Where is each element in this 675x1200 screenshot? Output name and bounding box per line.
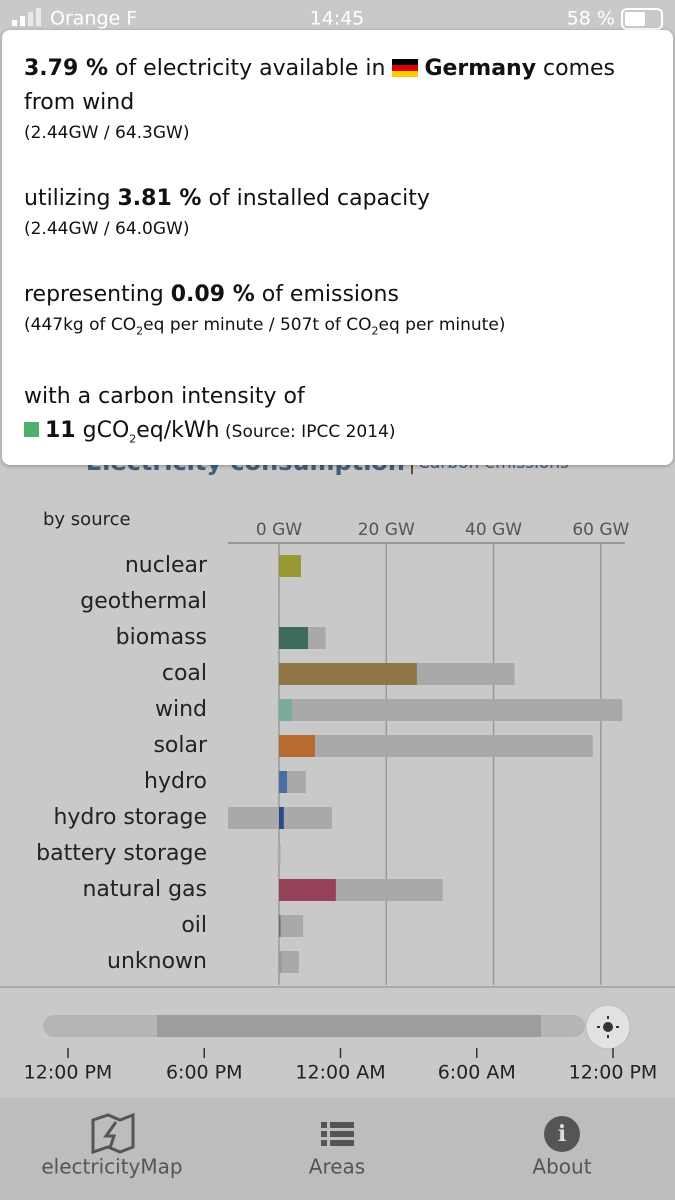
bar — [278, 555, 301, 577]
util-detail: (2.44GW / 64.0GW) — [24, 219, 190, 239]
bar — [278, 915, 281, 937]
emis-text: of emissions — [254, 282, 399, 307]
bar — [278, 663, 417, 685]
bar — [278, 951, 282, 973]
category-label: battery storage — [36, 841, 207, 866]
emis-detail-part: eq per minute / 507t of CO — [143, 315, 372, 335]
tab-label[interactable]: electricityMap — [41, 1155, 182, 1179]
category-label: wind — [155, 697, 207, 722]
intensity-text: with a carbon intensity of — [24, 384, 305, 410]
category-label: biomass — [116, 625, 207, 650]
timeline-label: 12:00 PM — [569, 1062, 658, 1084]
x-tick-label: 40 GW — [465, 520, 522, 540]
emis-detail-part: (447kg of CO — [24, 315, 137, 335]
sun-rays — [597, 1016, 619, 1038]
zone-name: Germany — [424, 56, 537, 81]
timeline-label: 12:00 AM — [295, 1062, 385, 1084]
bar — [278, 699, 623, 721]
list-icon[interactable] — [321, 1122, 354, 1146]
subscript: 2 — [129, 432, 137, 446]
category-label: oil — [181, 913, 207, 938]
category-label: solar — [153, 733, 208, 758]
x-tick-label: 60 GW — [572, 520, 629, 540]
battery-fill — [625, 12, 645, 26]
category-label: hydro — [144, 769, 207, 794]
intensity-source: (Source: IPCC 2014) — [219, 422, 396, 443]
timeline-label: 6:00 PM — [166, 1062, 243, 1084]
bar — [278, 735, 315, 757]
emis-start: representing — [24, 282, 171, 307]
chart-title: by source — [43, 509, 131, 530]
timeline-range — [157, 1015, 541, 1037]
info-icon[interactable] — [544, 1116, 580, 1152]
category-label: geothermal — [80, 589, 207, 614]
category-label: nuclear — [125, 553, 208, 578]
share-detail: (2.44GW / 64.3GW) — [24, 123, 190, 143]
share-value: 3.79 % — [24, 56, 108, 81]
category-label: hydro storage — [53, 805, 207, 830]
bar — [278, 735, 593, 757]
tooltip: 3.79 % of electricity available in Germa… — [2, 30, 673, 465]
info-glyph: i — [558, 1121, 566, 1147]
signal-icon — [12, 8, 41, 26]
util-value: 3.81 % — [117, 186, 202, 211]
category-label: coal — [162, 661, 207, 686]
flag — [392, 59, 419, 77]
bar — [278, 699, 293, 721]
bar — [278, 627, 308, 649]
bar — [228, 807, 279, 829]
x-tick-label: 20 GW — [358, 520, 415, 540]
intensity-unit: eq/kWh — [136, 418, 220, 444]
emis-value: 0.09 % — [170, 282, 255, 307]
bar — [278, 771, 288, 793]
x-tick-label: 0 GW — [256, 520, 302, 540]
timeline-label: 6:00 AM — [438, 1062, 516, 1084]
tab-label[interactable]: About — [532, 1155, 591, 1179]
timeline-label: 12:00 PM — [24, 1062, 113, 1084]
clock: 14:45 — [310, 8, 365, 30]
bar — [278, 807, 284, 829]
intensity-swatch — [24, 422, 39, 438]
bar — [278, 843, 281, 865]
bar — [277, 843, 279, 865]
tab-label[interactable]: Areas — [309, 1155, 365, 1179]
category-label: natural gas — [82, 877, 207, 902]
map-icon[interactable] — [91, 1112, 135, 1155]
share-text: of electricity available in — [107, 56, 393, 81]
emis-detail-part: eq per minute) — [378, 315, 506, 335]
subscript: 2 — [371, 324, 379, 338]
util-text: of installed capacity — [201, 186, 430, 211]
battery-icon — [621, 8, 663, 30]
bar — [278, 879, 336, 901]
sun-icon — [603, 1022, 613, 1032]
bar — [278, 915, 304, 937]
subscript: 2 — [136, 324, 144, 338]
carrier: Orange F — [50, 8, 137, 30]
emis-detail: (447kg of CO2eq per minute / 507t of CO2… — [24, 312, 651, 344]
intensity-value: 11 — [45, 418, 76, 444]
util-start: utilizing — [24, 186, 118, 211]
bar — [278, 807, 333, 829]
battery-level: 58 % — [567, 8, 615, 30]
intensity-unit: gCO — [75, 418, 130, 444]
share-end: comes from wind — [24, 56, 616, 115]
bar — [278, 951, 299, 973]
category-label: unknown — [107, 949, 207, 974]
